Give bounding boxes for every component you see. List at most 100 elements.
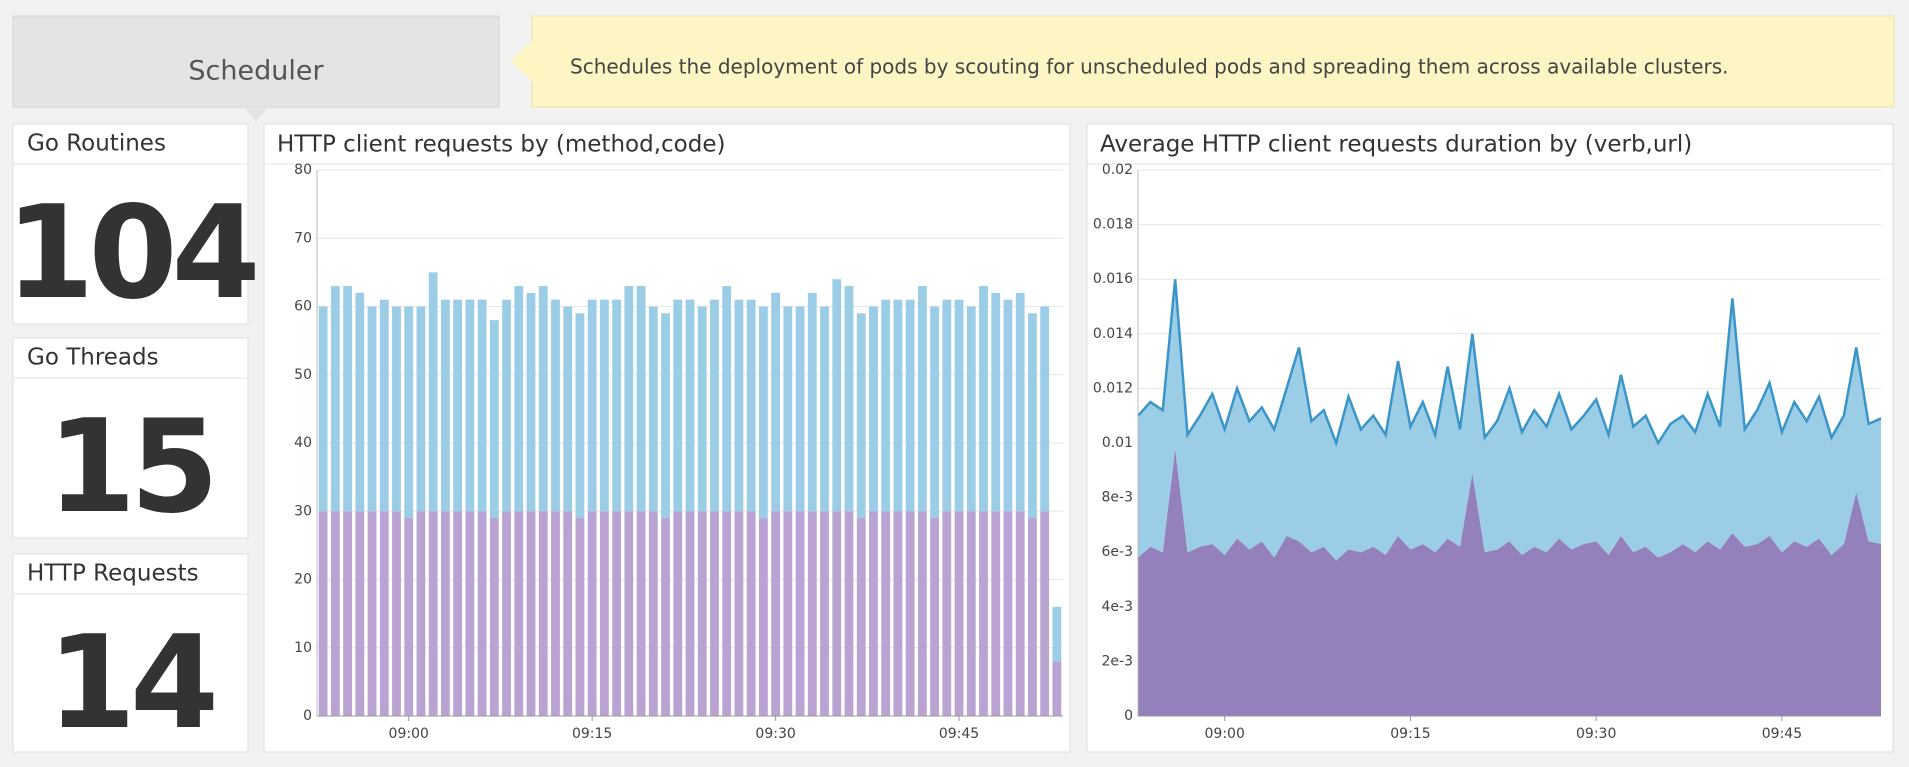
bar — [1052, 606, 1062, 662]
bar — [979, 286, 988, 512]
plots: 0 10 20 30 40 50 60 70 80 09:00 09:15 09:30 09:45 0 2e… — [294, 162, 1882, 742]
y-tick-label: 70 — [294, 230, 312, 246]
description-box — [531, 15, 1895, 108]
bar — [477, 299, 487, 512]
y-tick-label: 80 — [294, 162, 312, 178]
line — [1137, 279, 1882, 448]
bar — [526, 292, 536, 512]
y-tick-label: 0.014 — [1093, 326, 1133, 342]
bar — [905, 511, 915, 716]
bar — [758, 518, 768, 716]
bar — [734, 511, 744, 716]
bar — [844, 286, 854, 512]
bar — [404, 518, 414, 716]
bar — [453, 511, 463, 716]
bar — [636, 286, 646, 512]
x-tick-label: 09:30 — [1576, 726, 1616, 742]
bar — [318, 511, 328, 716]
x-tick-label: 09:15 — [572, 726, 612, 742]
y-tick-label: 0 — [303, 708, 312, 724]
bar — [905, 299, 915, 512]
bar — [710, 299, 719, 512]
bar — [551, 299, 560, 512]
bar — [563, 511, 573, 716]
stat-label: HTTP Requests — [27, 561, 199, 587]
stat-value: 104 — [5, 179, 255, 328]
x-tick-label: 09:00 — [1205, 726, 1245, 742]
y-tick-label: 0.01 — [1102, 435, 1133, 451]
area — [1138, 279, 1881, 561]
bar — [551, 511, 560, 716]
bar — [636, 511, 646, 716]
chart-title: HTTP client requests by (method,code) — [277, 132, 725, 158]
bar — [330, 286, 340, 512]
bar — [1040, 511, 1050, 716]
bar — [612, 299, 622, 512]
bar — [318, 306, 328, 512]
bar — [661, 313, 670, 519]
stat-label: Go Routines — [27, 131, 166, 157]
bar — [722, 286, 732, 512]
bar — [441, 299, 450, 512]
bar — [1015, 292, 1025, 512]
bar — [465, 299, 475, 512]
y-tick-label: 4e-3 — [1102, 599, 1133, 615]
bar — [489, 518, 499, 716]
bar — [954, 299, 964, 512]
bar — [930, 518, 939, 716]
header-pointer — [244, 107, 268, 121]
bar — [587, 299, 597, 512]
bar — [1015, 511, 1025, 716]
bar — [416, 511, 426, 716]
bar — [538, 286, 548, 512]
bar — [869, 306, 878, 512]
bar — [746, 299, 756, 512]
bar — [758, 306, 768, 519]
bar — [783, 306, 793, 512]
bar — [343, 511, 352, 716]
bar — [599, 511, 609, 716]
bar — [575, 313, 585, 519]
bar — [563, 306, 573, 512]
x-tick-label: 09:00 — [389, 726, 429, 742]
stat-card: HTTP Requests 14 — [12, 553, 249, 758]
bar — [1003, 511, 1013, 716]
chart-title: Average HTTP client requests duration by… — [1100, 132, 1692, 158]
bar — [453, 299, 463, 512]
bar — [648, 306, 658, 512]
bar — [661, 518, 670, 716]
y-tick-label: 10 — [294, 640, 312, 656]
y-tick-label: 2e-3 — [1102, 653, 1133, 669]
bar — [954, 511, 964, 716]
bar — [1040, 306, 1050, 512]
bar — [942, 511, 952, 716]
bar — [807, 292, 817, 512]
bar — [722, 511, 732, 716]
bar — [685, 511, 695, 716]
y-tick-label: 6e-3 — [1102, 544, 1133, 560]
stat-card: Go Routines 104 — [5, 123, 262, 328]
bar — [771, 511, 781, 716]
bar — [991, 292, 1001, 512]
bar — [820, 511, 829, 716]
bar — [942, 299, 952, 512]
bar — [856, 518, 866, 716]
y-tick-label: 30 — [294, 503, 312, 519]
bar — [379, 299, 389, 512]
bar — [1052, 661, 1062, 716]
stat-card: Go Threads 15 — [12, 337, 249, 542]
x-tick-label: 09:45 — [1762, 726, 1802, 742]
y-tick-label: 40 — [294, 435, 312, 451]
bar — [820, 306, 829, 512]
bar — [404, 306, 414, 519]
header-title: Scheduler — [188, 56, 324, 87]
stat-value: 15 — [47, 393, 213, 542]
bar — [343, 286, 352, 512]
y-tick-label: 0.016 — [1093, 271, 1133, 287]
bar — [710, 511, 719, 716]
bar — [428, 511, 438, 716]
y-tick-label: 0.018 — [1093, 217, 1133, 233]
bar — [746, 511, 756, 716]
bar — [795, 511, 805, 716]
